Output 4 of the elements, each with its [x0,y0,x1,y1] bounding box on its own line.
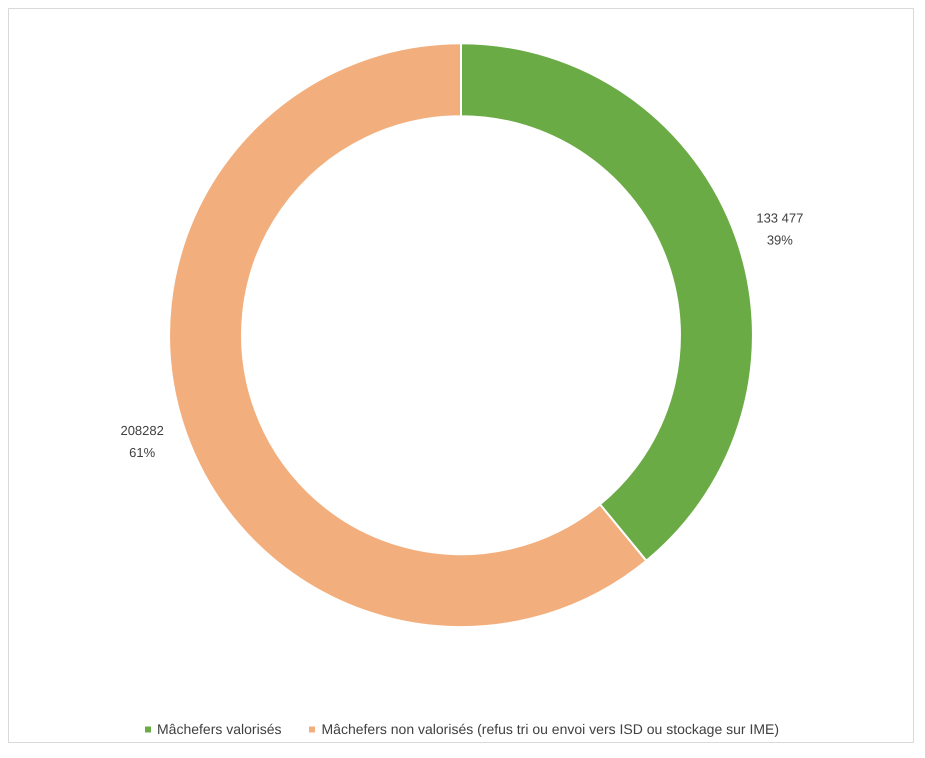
legend-label: Mâchefers valorisés [156,721,282,737]
data-label: 208282 61% [120,422,164,460]
data-label: 133 477 39% [756,210,804,248]
legend-label: Mâchefers non valorisés (refus tri ou envoi vers ISD ou stockage sur IME) [321,721,780,737]
